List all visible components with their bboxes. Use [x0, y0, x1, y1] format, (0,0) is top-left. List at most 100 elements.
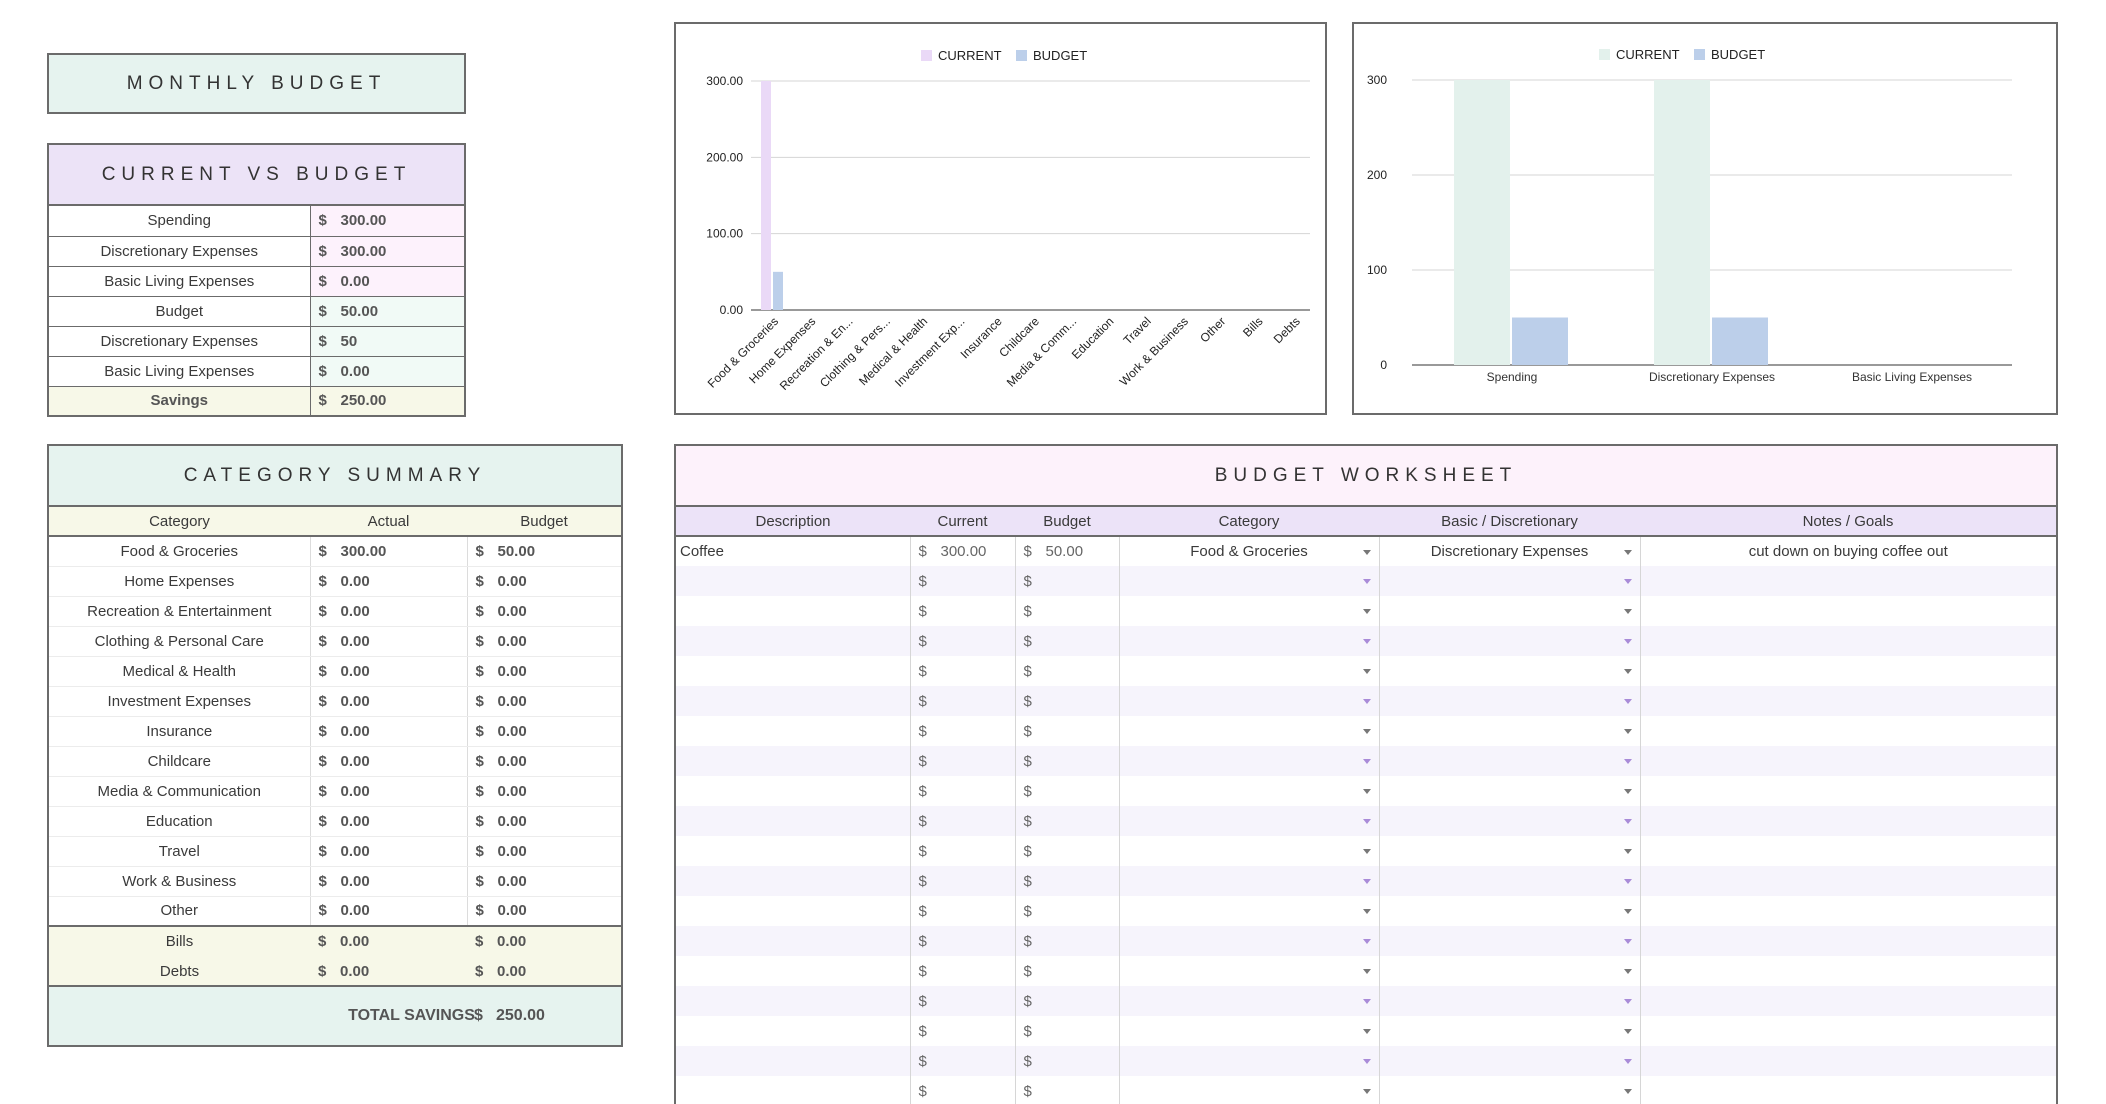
description-cell[interactable] [676, 986, 911, 1016]
category-dropdown[interactable] [1119, 836, 1380, 866]
budget-cell[interactable]: $ [1015, 596, 1120, 626]
chevron-down-icon[interactable] [1362, 549, 1371, 555]
category-dropdown[interactable] [1119, 926, 1380, 956]
budget-cell[interactable]: $ [1015, 926, 1120, 956]
description-cell[interactable] [676, 686, 911, 716]
chevron-down-icon[interactable] [1362, 1089, 1371, 1094]
current-cell[interactable]: $ [910, 806, 1016, 836]
current-cell[interactable]: $ [910, 926, 1016, 956]
chevron-down-icon[interactable] [1623, 1029, 1632, 1034]
description-cell[interactable] [676, 1076, 911, 1104]
basic-discretionary-dropdown[interactable] [1379, 866, 1641, 896]
notes-cell[interactable] [1640, 656, 2056, 686]
chevron-down-icon[interactable] [1362, 939, 1371, 944]
basic-discretionary-dropdown[interactable] [1379, 566, 1641, 596]
budget-cell[interactable]: $ [1015, 986, 1120, 1016]
notes-cell[interactable] [1640, 776, 2056, 806]
description-cell[interactable] [676, 866, 911, 896]
chevron-down-icon[interactable] [1623, 1089, 1632, 1094]
budget-cell[interactable]: $ [1015, 746, 1120, 776]
chevron-down-icon[interactable] [1362, 759, 1371, 764]
current-cell[interactable]: $ [910, 596, 1016, 626]
description-cell[interactable] [676, 656, 911, 686]
current-cell[interactable]: $ [910, 776, 1016, 806]
notes-cell[interactable] [1640, 836, 2056, 866]
basic-discretionary-dropdown[interactable]: Discretionary Expenses [1379, 536, 1641, 566]
chevron-down-icon[interactable] [1623, 909, 1632, 914]
current-cell[interactable]: $ [910, 956, 1016, 986]
chevron-down-icon[interactable] [1362, 819, 1371, 824]
budget-cell[interactable]: $ [1015, 1076, 1120, 1104]
basic-discretionary-dropdown[interactable] [1379, 596, 1641, 626]
budget-cell[interactable]: $ [1015, 566, 1120, 596]
basic-discretionary-dropdown[interactable] [1379, 716, 1641, 746]
notes-cell[interactable] [1640, 596, 2056, 626]
basic-discretionary-dropdown[interactable] [1379, 656, 1641, 686]
basic-discretionary-dropdown[interactable] [1379, 926, 1641, 956]
basic-discretionary-dropdown[interactable] [1379, 746, 1641, 776]
chevron-down-icon[interactable] [1623, 879, 1632, 884]
chevron-down-icon[interactable] [1623, 639, 1632, 644]
notes-cell[interactable] [1640, 746, 2056, 776]
basic-discretionary-dropdown[interactable] [1379, 1016, 1641, 1046]
basic-discretionary-dropdown[interactable] [1379, 956, 1641, 986]
chevron-down-icon[interactable] [1623, 759, 1632, 764]
basic-discretionary-dropdown[interactable] [1379, 836, 1641, 866]
current-cell[interactable]: $ [910, 656, 1016, 686]
budget-cell[interactable]: $ [1015, 626, 1120, 656]
chevron-down-icon[interactable] [1362, 579, 1371, 584]
category-dropdown[interactable] [1119, 776, 1380, 806]
chevron-down-icon[interactable] [1623, 969, 1632, 974]
category-dropdown[interactable] [1119, 566, 1380, 596]
category-dropdown[interactable] [1119, 866, 1380, 896]
budget-cell[interactable]: $50.00 [1015, 536, 1120, 566]
description-cell[interactable] [676, 566, 911, 596]
current-cell[interactable]: $ [910, 986, 1016, 1016]
chevron-down-icon[interactable] [1362, 1059, 1371, 1064]
budget-cell[interactable]: $ [1015, 836, 1120, 866]
category-dropdown[interactable] [1119, 626, 1380, 656]
notes-cell[interactable] [1640, 896, 2056, 926]
current-cell[interactable]: $ [910, 836, 1016, 866]
chevron-down-icon[interactable] [1362, 639, 1371, 644]
budget-cell[interactable]: $ [1015, 716, 1120, 746]
basic-discretionary-dropdown[interactable] [1379, 896, 1641, 926]
category-dropdown[interactable] [1119, 986, 1380, 1016]
category-dropdown[interactable] [1119, 746, 1380, 776]
basic-discretionary-dropdown[interactable] [1379, 1076, 1641, 1104]
chevron-down-icon[interactable] [1362, 699, 1371, 704]
current-cell[interactable]: $ [910, 1046, 1016, 1076]
notes-cell[interactable] [1640, 1046, 2056, 1076]
notes-cell[interactable] [1640, 686, 2056, 716]
description-cell[interactable] [676, 1016, 911, 1046]
notes-cell[interactable] [1640, 956, 2056, 986]
category-dropdown[interactable] [1119, 806, 1380, 836]
description-cell[interactable] [676, 956, 911, 986]
budget-cell[interactable]: $ [1015, 656, 1120, 686]
budget-cell[interactable]: $ [1015, 686, 1120, 716]
chevron-down-icon[interactable] [1623, 579, 1632, 584]
budget-cell[interactable]: $ [1015, 956, 1120, 986]
category-dropdown[interactable] [1119, 956, 1380, 986]
basic-discretionary-dropdown[interactable] [1379, 776, 1641, 806]
description-cell[interactable] [676, 806, 911, 836]
current-cell[interactable]: $ [910, 686, 1016, 716]
budget-cell[interactable]: $ [1015, 896, 1120, 926]
description-cell[interactable] [676, 626, 911, 656]
current-cell[interactable]: $ [910, 1076, 1016, 1104]
basic-discretionary-dropdown[interactable] [1379, 806, 1641, 836]
chevron-down-icon[interactable] [1362, 789, 1371, 794]
current-cell[interactable]: $ [910, 1016, 1016, 1046]
chevron-down-icon[interactable] [1362, 879, 1371, 884]
description-cell[interactable] [676, 716, 911, 746]
chevron-down-icon[interactable] [1623, 549, 1632, 555]
basic-discretionary-dropdown[interactable] [1379, 1046, 1641, 1076]
notes-cell[interactable] [1640, 626, 2056, 656]
current-cell[interactable]: $ [910, 866, 1016, 896]
chevron-down-icon[interactable] [1623, 999, 1632, 1004]
current-cell[interactable]: $ [910, 566, 1016, 596]
notes-cell[interactable] [1640, 566, 2056, 596]
basic-discretionary-dropdown[interactable] [1379, 686, 1641, 716]
description-cell[interactable] [676, 746, 911, 776]
notes-cell[interactable] [1640, 986, 2056, 1016]
